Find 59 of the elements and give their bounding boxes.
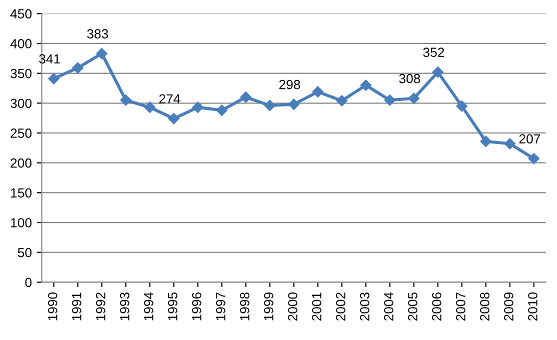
y-tick-label: 150 [11,188,32,198]
y-tick-label: 250 [10,128,32,138]
y-tick-label: 50 [18,248,32,258]
y-tick-label: 100 [11,218,32,228]
y-tick-label: 350 [10,68,32,78]
point [240,92,252,103]
data-label: 274 [159,94,180,104]
point [384,94,396,106]
point [312,86,324,98]
point [480,136,492,147]
x-tick-label: 1997 [216,292,226,320]
data-label: 298 [279,80,300,90]
y-tick-label: 400 [10,39,32,48]
point [168,113,180,124]
x-tick-label: 1990 [48,292,58,320]
x-tick-label: 1996 [192,292,202,320]
point [504,138,516,150]
y-tick-label: 200 [10,158,32,168]
x-tick-label: 2007 [456,292,466,321]
data-label: 383 [87,29,108,38]
point [432,66,444,78]
point [48,73,60,84]
point [360,80,372,91]
point [264,100,276,112]
x-tick-label: 1991 [72,292,82,320]
point [336,95,348,106]
point [456,100,468,112]
point [288,98,300,110]
data-label: 352 [423,48,444,57]
y-tick-label: 300 [10,98,32,108]
y-tick-label: 450 [10,9,32,19]
x-tick-label: 2010 [528,292,538,321]
x-tick-label: 1995 [168,292,178,320]
x-tick-label: 2009 [504,292,514,321]
x-tick-label: 2008 [480,292,490,321]
y-tick-label: 0 [25,278,32,288]
point [96,48,108,60]
x-tick-label: 1998 [240,292,250,320]
x-tick-label: 1999 [264,292,274,320]
x-tick-label: 2002 [336,292,346,321]
data-label: 308 [399,74,420,84]
point [120,94,132,106]
x-tick-label: 2000 [288,292,298,321]
point [528,153,540,164]
data-label: 207 [519,134,540,144]
x-tick-label: 2004 [384,292,394,321]
x-tick-label: 2005 [408,292,418,321]
point [216,104,228,116]
x-tick-label: 2003 [360,292,370,321]
x-tick-label: 1992 [96,292,106,320]
x-tick-label: 1993 [120,292,130,320]
point [192,102,204,113]
point [408,92,420,104]
x-tick-label: 2001 [312,292,322,321]
x-tick-label: 1994 [144,292,154,320]
data-label: 341 [39,54,60,64]
point [144,102,156,113]
point [72,62,84,74]
x-tick-label: 2006 [432,292,442,321]
